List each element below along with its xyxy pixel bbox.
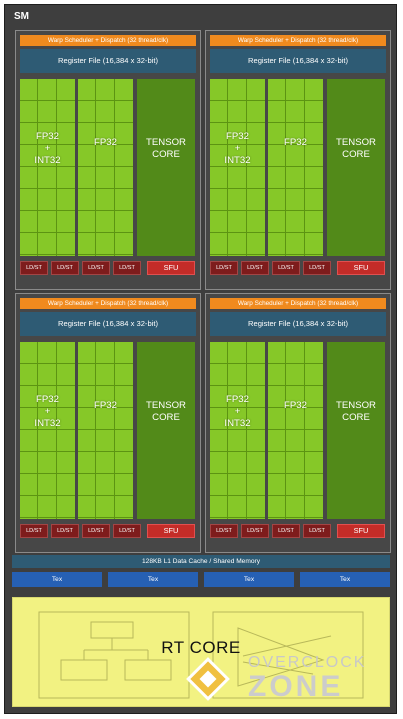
tex-unit: Tex — [108, 572, 198, 587]
ldst-unit: LD/ST — [51, 524, 79, 538]
sm-quadrant-3: Warp Scheduler + Dispatch (32 thread/clk… — [15, 293, 201, 553]
fp32-label: FP32 — [284, 137, 307, 148]
fp32-int32-unit: FP32 + INT32 — [20, 342, 75, 519]
ldst-unit: LD/ST — [82, 261, 110, 275]
tensor-core: TENSOR CORE — [327, 342, 385, 519]
ldst-unit: LD/ST — [51, 261, 79, 275]
fp32-int32-label-line1: FP32 — [36, 131, 59, 142]
sfu-unit: SFU — [147, 524, 195, 538]
ldst-unit: LD/ST — [20, 524, 48, 538]
ldst-unit: LD/ST — [241, 524, 269, 538]
l1-data-cache: 128KB L1 Data Cache / Shared Memory — [12, 555, 390, 568]
ldst-unit: LD/ST — [20, 261, 48, 275]
fp32-int32-label-line3: INT32 — [224, 155, 251, 166]
watermark-line2: ZONE — [248, 670, 344, 703]
warp-scheduler: Warp Scheduler + Dispatch (32 thread/clk… — [210, 35, 386, 46]
sm-quadrant-4: Warp Scheduler + Dispatch (32 thread/clk… — [205, 293, 391, 553]
fp32-label: FP32 — [94, 137, 117, 148]
register-file: Register File (16,384 x 32-bit) — [210, 312, 386, 336]
fp32-int32-label-line3: INT32 — [34, 418, 61, 429]
sm-quadrant-2: Warp Scheduler + Dispatch (32 thread/clk… — [205, 30, 391, 290]
ldst-unit: LD/ST — [303, 261, 331, 275]
fp32-int32-label-line2: + — [234, 143, 241, 154]
watermark-line1: OVERCLOCK — [248, 654, 367, 671]
tex-unit: Tex — [12, 572, 102, 587]
tensor-core: TENSOR CORE — [137, 79, 195, 256]
fp32-unit: FP32 — [78, 79, 133, 256]
sfu-unit: SFU — [337, 261, 385, 275]
fp32-int32-unit: FP32 + INT32 — [20, 79, 75, 256]
tensor-label-line2: CORE — [152, 412, 180, 423]
sm-quadrant-1: Warp Scheduler + Dispatch (32 thread/clk… — [15, 30, 201, 290]
fp32-int32-unit: FP32 + INT32 — [210, 342, 265, 519]
fp32-int32-unit: FP32 + INT32 — [210, 79, 265, 256]
tex-unit: Tex — [300, 572, 390, 587]
watermark-logo-icon — [186, 657, 230, 701]
fp32-unit: FP32 — [78, 342, 133, 519]
fp32-label: FP32 — [284, 400, 307, 411]
fp32-unit: FP32 — [268, 342, 323, 519]
fp32-label: FP32 — [94, 400, 117, 411]
register-file: Register File (16,384 x 32-bit) — [210, 49, 386, 73]
ldst-unit: LD/ST — [272, 524, 300, 538]
fp32-int32-label-line2: + — [234, 406, 241, 417]
tensor-label-line1: TENSOR — [336, 137, 376, 148]
fp32-int32-label-line1: FP32 — [226, 394, 249, 405]
sfu-unit: SFU — [147, 261, 195, 275]
fp32-int32-label-line1: FP32 — [36, 394, 59, 405]
warp-scheduler: Warp Scheduler + Dispatch (32 thread/clk… — [20, 298, 196, 309]
rt-core-label: RT CORE — [161, 638, 241, 657]
sfu-unit: SFU — [337, 524, 385, 538]
ldst-unit: LD/ST — [82, 524, 110, 538]
ldst-unit: LD/ST — [272, 261, 300, 275]
tensor-label-line2: CORE — [152, 149, 180, 160]
fp32-int32-label-line3: INT32 — [34, 155, 61, 166]
ldst-unit: LD/ST — [241, 261, 269, 275]
tensor-core: TENSOR CORE — [137, 342, 195, 519]
ldst-unit: LD/ST — [113, 261, 141, 275]
warp-scheduler: Warp Scheduler + Dispatch (32 thread/clk… — [20, 35, 196, 46]
fp32-int32-label-line2: + — [44, 143, 51, 154]
sm-frame: SM Warp Scheduler + Dispatch (32 thread/… — [4, 4, 397, 714]
tensor-core: TENSOR CORE — [327, 79, 385, 256]
tensor-label-line2: CORE — [342, 149, 370, 160]
warp-scheduler: Warp Scheduler + Dispatch (32 thread/clk… — [210, 298, 386, 309]
register-file: Register File (16,384 x 32-bit) — [20, 312, 196, 336]
rt-core: RT CORE — [12, 597, 390, 707]
tensor-label-line2: CORE — [342, 412, 370, 423]
fp32-int32-label-line3: INT32 — [224, 418, 251, 429]
ldst-unit: LD/ST — [303, 524, 331, 538]
fp32-int32-label-line2: + — [44, 406, 51, 417]
tensor-label-line1: TENSOR — [336, 400, 376, 411]
register-file: Register File (16,384 x 32-bit) — [20, 49, 196, 73]
ldst-unit: LD/ST — [210, 524, 238, 538]
fp32-int32-label-line1: FP32 — [226, 131, 249, 142]
tensor-label-line1: TENSOR — [146, 400, 186, 411]
sm-label: SM — [14, 11, 29, 22]
tex-unit: Tex — [204, 572, 294, 587]
tensor-label-line1: TENSOR — [146, 137, 186, 148]
ldst-unit: LD/ST — [113, 524, 141, 538]
fp32-unit: FP32 — [268, 79, 323, 256]
ldst-unit: LD/ST — [210, 261, 238, 275]
bvh-tree-diagram — [38, 611, 364, 699]
